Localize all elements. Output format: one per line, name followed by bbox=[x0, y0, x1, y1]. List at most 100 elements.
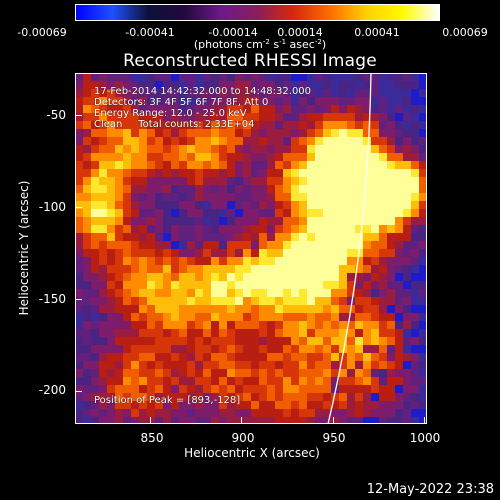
image-pixel bbox=[123, 281, 132, 290]
image-pixel bbox=[387, 273, 396, 282]
image-pixel bbox=[371, 129, 380, 138]
image-pixel bbox=[283, 305, 292, 314]
image-pixel bbox=[251, 217, 260, 226]
image-pixel bbox=[347, 209, 356, 218]
image-pixel bbox=[227, 273, 236, 282]
image-pixel bbox=[163, 121, 172, 130]
image-pixel bbox=[355, 313, 364, 322]
image-pixel bbox=[155, 249, 164, 258]
image-pixel bbox=[235, 297, 244, 306]
image-pixel bbox=[243, 305, 252, 314]
image-pixel bbox=[163, 169, 172, 178]
image-pixel bbox=[211, 249, 220, 258]
image-pixel bbox=[75, 81, 84, 90]
image-pixel bbox=[379, 249, 388, 258]
image-pixel bbox=[187, 401, 196, 410]
image-pixel bbox=[275, 353, 284, 362]
image-pixel bbox=[171, 105, 180, 114]
image-pixel bbox=[211, 281, 220, 290]
image-pixel bbox=[299, 241, 308, 250]
image-pixel bbox=[131, 313, 140, 322]
image-pixel bbox=[179, 113, 188, 122]
image-pixel bbox=[147, 209, 156, 218]
image-pixel bbox=[155, 161, 164, 170]
image-pixel bbox=[75, 193, 84, 202]
image-pixel bbox=[347, 329, 356, 338]
image-pixel bbox=[147, 409, 156, 418]
image-pixel bbox=[115, 113, 124, 122]
image-pixel bbox=[219, 225, 228, 234]
image-pixel bbox=[99, 337, 108, 346]
image-pixel bbox=[91, 169, 100, 178]
image-pixel bbox=[259, 385, 268, 394]
image-pixel bbox=[355, 265, 364, 274]
image-pixel bbox=[403, 353, 412, 362]
image-pixel bbox=[107, 305, 116, 314]
image-pixel bbox=[171, 281, 180, 290]
image-pixel bbox=[283, 145, 292, 154]
image-pixel bbox=[203, 417, 212, 424]
image-pixel bbox=[179, 121, 188, 130]
image-pixel bbox=[323, 257, 332, 266]
image-pixel bbox=[371, 225, 380, 234]
image-pixel bbox=[323, 217, 332, 226]
image-pixel bbox=[363, 385, 372, 394]
image-pixel bbox=[139, 249, 148, 258]
image-pixel bbox=[323, 89, 332, 98]
image-pixel bbox=[195, 385, 204, 394]
image-pixel bbox=[355, 121, 364, 130]
image-pixel bbox=[347, 385, 356, 394]
image-pixel bbox=[179, 353, 188, 362]
image-pixel bbox=[235, 273, 244, 282]
colorbar bbox=[75, 4, 440, 21]
image-pixel bbox=[131, 409, 140, 418]
image-pixel bbox=[307, 201, 316, 210]
image-pixel bbox=[251, 353, 260, 362]
image-pixel bbox=[307, 329, 316, 338]
image-pixel bbox=[275, 361, 284, 370]
image-pixel bbox=[91, 329, 100, 338]
image-pixel bbox=[147, 129, 156, 138]
image-pixel bbox=[123, 385, 132, 394]
image-pixel bbox=[123, 289, 132, 298]
image-pixel bbox=[147, 377, 156, 386]
image-pixel bbox=[259, 281, 268, 290]
image-pixel bbox=[243, 153, 252, 162]
image-pixel bbox=[299, 113, 308, 122]
image-pixel bbox=[83, 193, 92, 202]
image-pixel bbox=[179, 89, 188, 98]
image-pixel bbox=[99, 265, 108, 274]
image-pixel bbox=[115, 169, 124, 178]
image-pixel bbox=[163, 209, 172, 218]
image-pixel bbox=[219, 417, 228, 424]
image-pixel bbox=[179, 329, 188, 338]
image-pixel bbox=[187, 217, 196, 226]
image-pixel bbox=[203, 201, 212, 210]
image-pixel bbox=[131, 113, 140, 122]
image-pixel bbox=[243, 81, 252, 90]
image-pixel bbox=[363, 105, 372, 114]
image-pixel bbox=[163, 377, 172, 386]
image-pixel bbox=[347, 281, 356, 290]
image-pixel bbox=[419, 105, 427, 114]
image-pixel bbox=[355, 81, 364, 90]
image-pixel bbox=[163, 113, 172, 122]
image-pixel bbox=[83, 281, 92, 290]
image-pixel bbox=[259, 345, 268, 354]
image-pixel bbox=[83, 97, 92, 106]
image-pixel bbox=[179, 177, 188, 186]
image-pixel bbox=[163, 401, 172, 410]
image-pixel bbox=[155, 385, 164, 394]
image-pixel bbox=[371, 193, 380, 202]
image-pixel bbox=[283, 81, 292, 90]
image-pixel bbox=[123, 185, 132, 194]
x-tick-mark bbox=[241, 417, 242, 424]
image-pixel bbox=[155, 193, 164, 202]
image-pixel bbox=[299, 137, 308, 146]
image-pixel bbox=[75, 73, 84, 82]
image-pixel bbox=[171, 353, 180, 362]
image-pixel bbox=[219, 265, 228, 274]
colorbar-units-exponent: -2 bbox=[262, 38, 270, 46]
image-pixel bbox=[275, 249, 284, 258]
image-pixel bbox=[75, 169, 84, 178]
